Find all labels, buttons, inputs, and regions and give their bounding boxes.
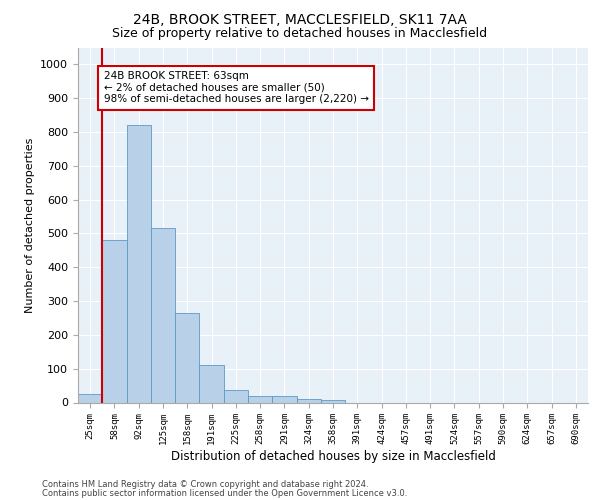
Bar bbox=[248, 396, 272, 402]
Bar bbox=[296, 399, 321, 402]
Bar bbox=[224, 390, 248, 402]
Bar bbox=[272, 396, 296, 402]
Bar bbox=[127, 126, 151, 402]
Text: Contains HM Land Registry data © Crown copyright and database right 2024.: Contains HM Land Registry data © Crown c… bbox=[42, 480, 368, 489]
Bar bbox=[321, 400, 345, 402]
Text: 24B BROOK STREET: 63sqm
← 2% of detached houses are smaller (50)
98% of semi-det: 24B BROOK STREET: 63sqm ← 2% of detached… bbox=[104, 71, 368, 104]
Bar bbox=[102, 240, 127, 402]
Text: Size of property relative to detached houses in Macclesfield: Size of property relative to detached ho… bbox=[112, 28, 488, 40]
X-axis label: Distribution of detached houses by size in Macclesfield: Distribution of detached houses by size … bbox=[170, 450, 496, 463]
Bar bbox=[151, 228, 175, 402]
Bar bbox=[175, 313, 199, 402]
Bar bbox=[199, 366, 224, 403]
Text: Contains public sector information licensed under the Open Government Licence v3: Contains public sector information licen… bbox=[42, 488, 407, 498]
Bar bbox=[78, 394, 102, 402]
Text: 24B, BROOK STREET, MACCLESFIELD, SK11 7AA: 24B, BROOK STREET, MACCLESFIELD, SK11 7A… bbox=[133, 12, 467, 26]
Y-axis label: Number of detached properties: Number of detached properties bbox=[25, 138, 35, 312]
